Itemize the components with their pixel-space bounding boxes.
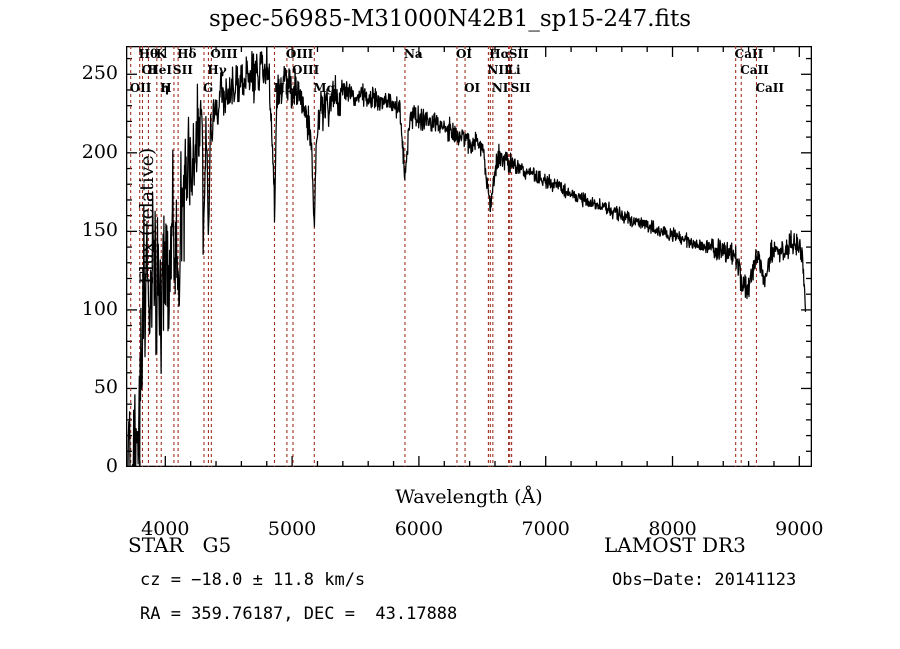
spectral-line-label: SII: [172, 63, 193, 77]
spectral-line-label: OI: [455, 47, 473, 61]
y-tick-label: 50: [93, 376, 118, 399]
y-axis-label: Flux (relative): [136, 147, 158, 285]
spectral-line-label: Hα: [489, 47, 510, 61]
x-tick-label: 8000: [648, 518, 697, 540]
spectral-line-label: Hγ: [207, 63, 227, 77]
spectral-line-label: Li: [507, 63, 521, 77]
y-tick-label: 150: [81, 219, 118, 242]
object-class-line: STAR G5: [128, 533, 231, 557]
spectral-line-label: NII: [487, 63, 510, 77]
spectral-line-label: OIII: [210, 47, 238, 61]
spectral-line-label: OI: [464, 81, 481, 95]
figure-title: spec-56985-M31000N42B1_sp15-247.fits: [208, 6, 692, 32]
x-tick-label: 9000: [775, 518, 824, 540]
spectral-line-label: Mg: [313, 81, 335, 95]
spectrum-plot-svg: [126, 46, 812, 467]
spectral-line-label: SII: [510, 81, 531, 95]
spectral-line-label: OI: [141, 63, 158, 77]
spectral-line-label: Hδ: [177, 47, 197, 61]
spectral-line-label: K: [155, 47, 167, 61]
x-tick-label: 4000: [141, 518, 190, 540]
spectral-line-label: Hθ: [138, 47, 159, 61]
spectral-line-label: NI: [491, 81, 509, 95]
spectral-line-label: OII: [129, 81, 152, 95]
y-tick-label: 100: [81, 297, 118, 320]
spectral-line-label: η: [160, 81, 170, 95]
spectral-line-label: G: [202, 81, 214, 95]
cz-line: cz = −18.0 ± 11.8 km/s: [140, 570, 366, 590]
x-tick-label: 6000: [394, 518, 444, 540]
spectral-line-label: Na: [403, 47, 423, 61]
y-tick-label: 0: [105, 455, 118, 477]
obs-date-line: Obs−Date: 20141123: [612, 570, 797, 590]
x-tick-label: 5000: [267, 518, 317, 540]
object-class: STAR: [128, 533, 184, 557]
y-tick-label: 200: [81, 140, 118, 163]
spectral-line-label: SII: [508, 47, 529, 61]
x-axis-label: Wavelength (Å): [395, 486, 543, 508]
survey-line: LAMOST DR3: [604, 533, 746, 557]
spectral-line-label: OIII: [291, 63, 320, 77]
plot-area: 0 50 100 150 200 250 4000 5000 6000 7000 8000 9000 …: [82, 46, 823, 539]
spectral-line-label: HeI: [147, 63, 173, 77]
spectral-line-label: OIII: [285, 47, 314, 61]
spectral-line-label: Hβ: [273, 81, 293, 95]
spectral-type: G5: [202, 533, 232, 557]
spectral-line-label: CaII: [755, 81, 785, 95]
class-spacer: [183, 533, 202, 557]
y-tick-label: 250: [81, 62, 118, 85]
spectral-line-label: CaII: [740, 63, 769, 77]
spectral-line-label: H: [160, 81, 172, 95]
spectral-line-label: CaII: [734, 47, 764, 61]
coords-line: RA = 359.76187, DEC = 43.17888: [140, 604, 458, 624]
x-tick-label: 7000: [521, 518, 570, 540]
